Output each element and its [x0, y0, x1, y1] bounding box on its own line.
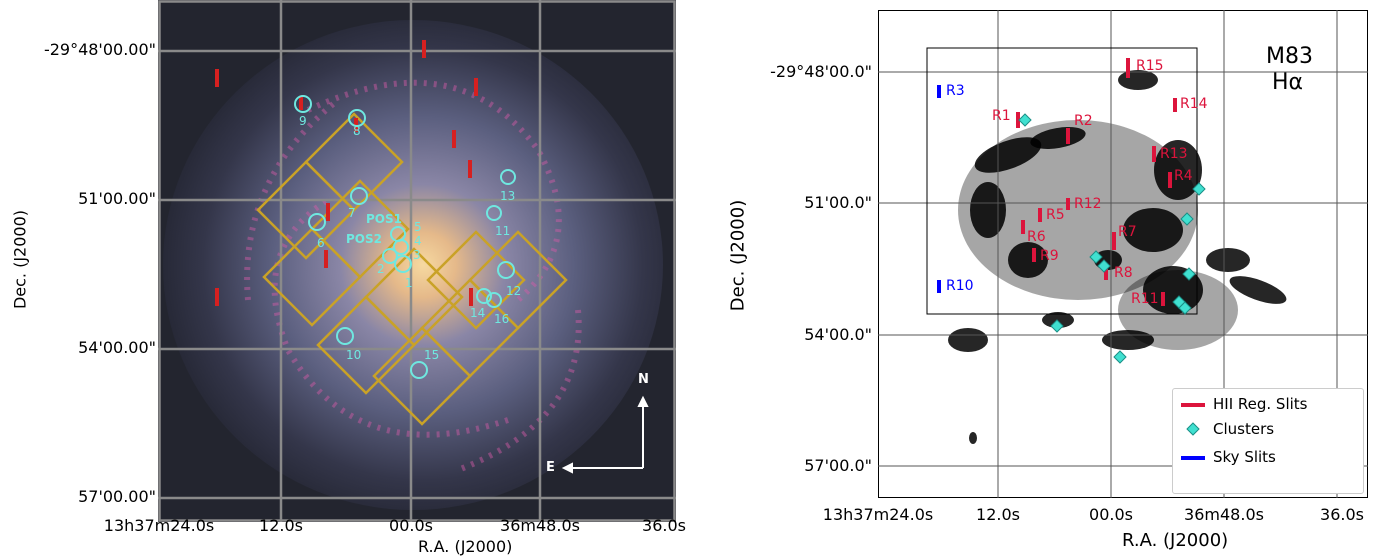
circle-label-16: 16 [494, 312, 510, 326]
right-ra-tick-2: 12.0s [976, 505, 1020, 524]
right-dec-tick-2: 51'00.0" [804, 193, 872, 212]
right-ra-tick-5: 36.0s [1320, 505, 1364, 524]
right-ra-tick-3: 00.0s [1089, 505, 1133, 524]
compass-north-label: N [638, 372, 649, 387]
circle-label-15: 15 [424, 348, 440, 362]
slit-label-r7: R7 [1118, 224, 1137, 240]
slit-label-r5: R5 [1046, 207, 1065, 223]
circle-label-2: 2 [377, 262, 385, 276]
compass-east-label: E [546, 460, 555, 475]
left-ra-tick-1: 13h37m24.0s [103, 516, 215, 535]
right-xlabel: R.A. (J2000) [1122, 530, 1229, 551]
circle-label-8: 8 [353, 124, 361, 138]
circle-label-5: 5 [414, 220, 422, 234]
right-dec-tick-1: -29°48'00.0" [770, 62, 872, 81]
slit-label-r9: R9 [1040, 248, 1059, 264]
right-ylabel: Dec. (J2000) [727, 199, 749, 312]
cluster-diamonds [1018, 113, 1206, 364]
slit-label-r14: R14 [1180, 96, 1208, 112]
right-ra-tick-4: 36m48.0s [1184, 505, 1264, 524]
slit-label-r2: R2 [1074, 113, 1093, 129]
slit-label-r8: R8 [1114, 265, 1133, 281]
circle-label-9: 9 [299, 114, 307, 128]
galaxy-image [158, 0, 676, 522]
circle-label-3: 3 [413, 248, 421, 262]
circle-label-14: 14 [470, 306, 486, 320]
legend-sky-label: Sky Slits [1213, 448, 1276, 466]
circle-label-4: 4 [414, 234, 422, 248]
slit-label-r1: R1 [992, 108, 1011, 124]
legend-hii-label: HII Reg. Slits [1213, 395, 1308, 413]
circle-label-12: 12 [506, 284, 522, 298]
hii-slits [1016, 58, 1177, 306]
slit-label-r6: R6 [1027, 229, 1046, 245]
slit-label-r4: R4 [1174, 168, 1193, 184]
emission-features [948, 70, 1287, 444]
circle-label-6: 6 [317, 236, 325, 250]
sky-label-r3: R3 [946, 83, 965, 99]
circle-label-7: 7 [348, 206, 356, 220]
right-dec-tick-3: 54'00.0" [804, 325, 872, 344]
slit-label-r13: R13 [1160, 146, 1188, 162]
left-ra-tick-3: 00.0s [389, 516, 433, 535]
slit-label-r12: R12 [1074, 196, 1102, 212]
circle-label-11: 11 [495, 224, 511, 238]
right-dec-tick-4: 57'00.0" [804, 456, 872, 475]
footprint-boxes [256, 112, 568, 426]
left-dec-tick-4: 57'00.00" [78, 487, 156, 506]
circle-label-10: 10 [346, 348, 362, 362]
legend-clusters-label: Clusters [1213, 420, 1275, 438]
left-dec-tick-3: 54'00.00" [78, 338, 156, 357]
legend: HII Reg. Slits Clusters Sky Slits [1172, 388, 1364, 494]
left-ra-tick-4: 36m48.0s [500, 516, 580, 535]
left-ra-tick-5: 36.0s [642, 516, 686, 535]
panel-title-line: Hα [1272, 70, 1304, 95]
sky-label-r10: R10 [946, 278, 974, 294]
left-xlabel: R.A. (J2000) [418, 537, 513, 556]
legend-swatches [1181, 403, 1205, 460]
slit-marks [215, 40, 478, 306]
circle-label-1: 1 [405, 276, 413, 290]
cluster-circles [294, 95, 516, 379]
grid-lines [158, 0, 676, 522]
pos2-label: POS2 [346, 232, 382, 246]
panel-title-object: M83 [1266, 44, 1313, 69]
left-dec-tick-2: 51'00.00" [78, 189, 156, 208]
left-ra-tick-2: 12.0s [259, 516, 303, 535]
compass-arrows [561, 395, 649, 474]
inner-field-box [926, 47, 1198, 315]
pos1-label: POS1 [366, 212, 402, 226]
slit-label-r11: R11 [1131, 291, 1159, 307]
left-ylabel: Dec. (J2000) [10, 209, 30, 310]
left-dec-tick-1: -29°48'00.00" [43, 40, 156, 59]
circle-label-13: 13 [500, 189, 516, 203]
right-ra-tick-1: 13h37m24.0s [822, 505, 934, 524]
slit-label-r15: R15 [1136, 58, 1164, 74]
